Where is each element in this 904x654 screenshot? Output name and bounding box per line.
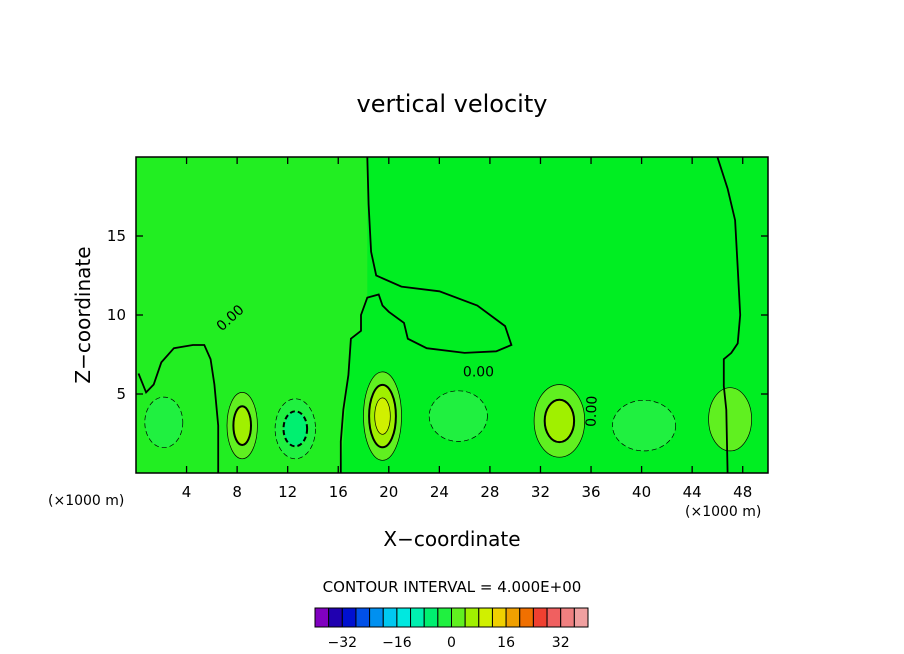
x-unit-left: (×1000 m) [48,493,124,509]
x-tick-label-20: 20 [379,483,398,501]
colorbar-tick-label-2: −16 [382,635,412,651]
contour-level-8 [232,405,252,447]
colorbar-swatch-3 [341,607,357,628]
contour-level-8 [543,398,576,444]
y-axis-label: Z−coordinate [71,246,95,383]
colorbar-swatch-17 [532,607,548,628]
colorbar-swatch-16 [519,607,534,628]
contour-label-3: 0.00 [584,395,601,427]
colorbar-tick-label-3: 0 [447,635,456,651]
x-axis-ticks: 4 8 12 16 20 24 28 32 36 40 44 48 [182,157,752,501]
colorbar-swatch-12 [464,607,480,628]
contour-level--4 [144,396,184,449]
cell-updraft-4 [363,371,402,461]
colorbar-swatch-14 [491,607,507,628]
contour-level--4 [428,390,488,442]
x-tick-label-16: 16 [329,483,348,501]
y-axis-ticks: 5 10 15 [107,227,768,403]
x-unit-right: (×1000 m) [685,504,761,520]
chart-title: vertical velocity [357,90,548,118]
colorbar-swatch-8 [410,607,425,628]
colorbar-swatch-15 [505,607,521,628]
contour-level-12 [374,397,391,435]
colorbar-swatch-18 [546,607,562,628]
colorbar-swatch-9 [423,607,439,628]
contour-cells [144,371,752,461]
colorbar-tick-label-1: −32 [328,635,358,651]
colorbar-swatch-20 [573,607,589,628]
colorbar-swatch-2 [328,607,343,628]
x-tick-label-44: 44 [683,483,702,501]
colorbar-swatch-19 [560,607,575,628]
colorbar-swatch-13 [478,607,493,628]
colorbar-swatch-1 [314,607,330,628]
cell-downdraft-3 [274,398,316,460]
contour-level--4 [612,399,677,452]
x-tick-label-8: 8 [232,483,242,501]
cell-updraft-6 [533,384,586,458]
contour-label-2: 0.00 [463,365,494,381]
x-tick-label-40: 40 [632,483,651,501]
y-tick-label-15: 15 [107,227,126,245]
x-tick-label-4: 4 [182,483,192,501]
plot-area: 0.000.000.00 4 8 12 16 20 24 28 32 36 40 44 48 5101… [107,156,769,501]
zero-contour-center [339,156,513,473]
contour-level--8 [282,410,309,448]
cell-updraft-8 [708,387,752,452]
colorbar-swatch-10 [437,607,453,628]
zero-contour-right [716,156,742,474]
colorbar-swatch-6 [382,607,398,628]
y-tick-label-5: 5 [116,385,126,403]
contour-level-4 [708,387,752,452]
cell-downdraft-7 [612,399,677,452]
x-tick-label-24: 24 [430,483,449,501]
colorbar-swatch-5 [369,607,384,628]
cell-downdraft-1 [144,396,184,449]
x-tick-label-12: 12 [278,483,297,501]
y-tick-label-10: 10 [107,306,126,324]
colorbar-tick-label-5: 32 [552,635,570,651]
colorbar-tick-label-4: 16 [497,635,515,651]
x-axis-label: X−coordinate [383,527,520,551]
zero-contour-left [137,344,220,473]
x-tick-label-28: 28 [480,483,499,501]
cell-updraft-2 [226,392,258,460]
x-tick-label-48: 48 [733,483,752,501]
colorbar: −32 −16 0 16 32 [314,607,589,651]
contour-interval-text: CONTOUR INTERVAL = 4.000E+00 [323,578,582,596]
x-tick-label-32: 32 [531,483,550,501]
x-tick-label-36: 36 [581,483,600,501]
colorbar-swatch-4 [355,607,371,628]
colorbar-swatch-11 [451,607,466,628]
cell-downdraft-5 [428,390,488,442]
colorbar-swatch-7 [396,607,412,628]
